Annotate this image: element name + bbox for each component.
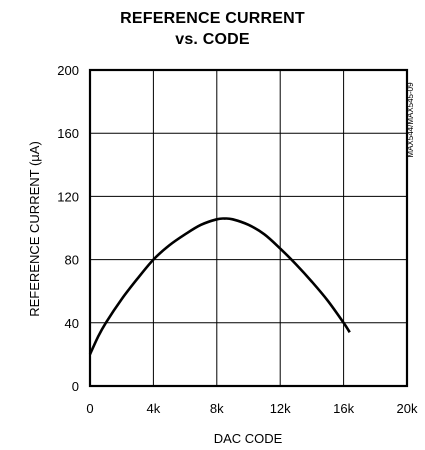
x-tick-labels: 0 4k 8k 12k 16k 20k	[86, 401, 418, 416]
data-series	[88, 217, 351, 355]
y-tick-label-4: 160	[57, 126, 79, 141]
y-tick-label-5: 200	[57, 63, 79, 78]
grid-lines	[89, 69, 408, 387]
y-tick-label-2: 80	[65, 253, 79, 268]
series-line-0	[88, 217, 351, 355]
figure-side-note: MAX544/MAX545-09	[406, 82, 415, 158]
plot-frame	[88, 68, 409, 388]
y-tick-label-3: 120	[57, 189, 79, 204]
y-tick-labels: 0 40 80 120 160 200	[57, 63, 79, 394]
chart-title-line-1: REFERENCE CURRENT	[120, 10, 305, 27]
x-tick-label-2: 8k	[210, 401, 224, 416]
x-tick-label-4: 16k	[333, 401, 354, 416]
x-tick-label-5: 20k	[397, 401, 418, 416]
chart-title: REFERENCE CURRENT vs. CODE	[0, 8, 425, 50]
x-axis-label: DAC CODE	[214, 431, 283, 446]
y-tick-label-1: 40	[65, 316, 79, 331]
x-tick-label-1: 4k	[147, 401, 161, 416]
chart-title-line-2: vs. CODE	[175, 31, 250, 48]
y-tick-label-0: 0	[72, 379, 79, 394]
x-tick-label-0: 0	[86, 401, 93, 416]
x-tick-label-3: 12k	[270, 401, 291, 416]
y-axis-label: REFERENCE CURRENT (µA)	[27, 141, 42, 317]
